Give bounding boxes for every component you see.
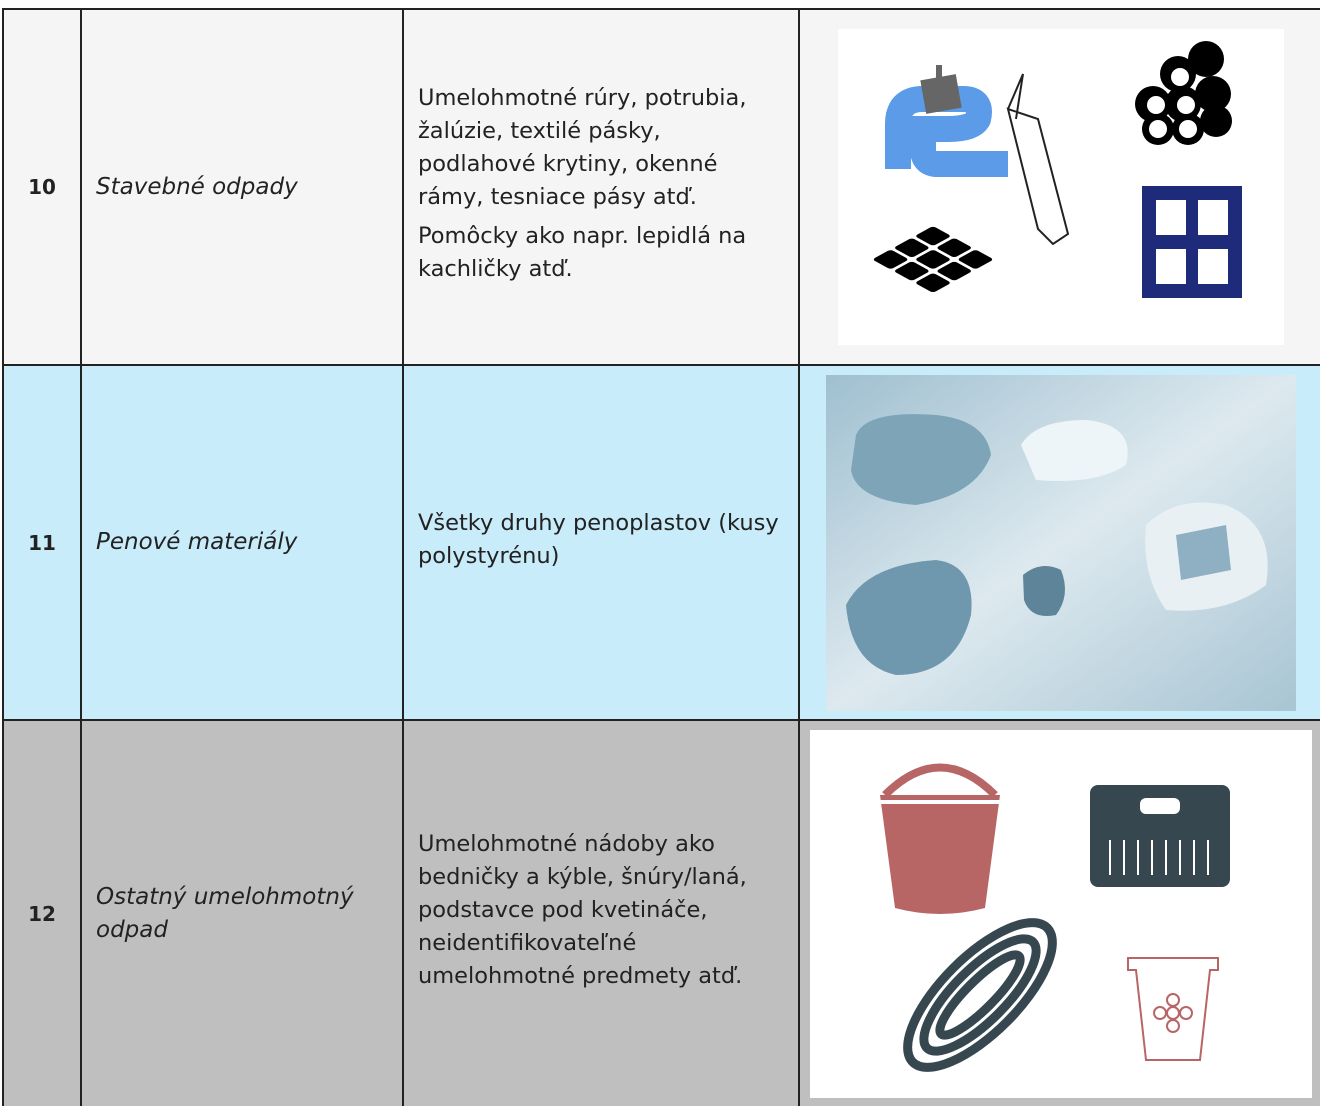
paragraph: Pomôcky ako napr. lepidlá na kachličky a… <box>418 223 747 282</box>
paragraph: Umelohmotné nádoby ako bedničky a kýble,… <box>418 831 747 989</box>
category: Penové materiály <box>80 364 404 721</box>
other-plastic-icons <box>809 729 1312 1098</box>
waste-table: 10 Stavebné odpady Umelohmotné rúry, pot… <box>2 8 1320 1106</box>
row-number: 10 <box>2 8 82 366</box>
category: Stavebné odpady <box>80 8 404 366</box>
category: Ostatný umelohmotný odpad <box>80 719 404 1106</box>
image-cell <box>798 8 1320 366</box>
row: 11 Penové materiály Všetky druhy penopla… <box>2 364 1320 721</box>
row: 10 Stavebné odpady Umelohmotné rúry, pot… <box>2 8 1320 366</box>
construction-icons <box>837 29 1284 345</box>
image-cell <box>798 719 1320 1106</box>
description: Umelohmotné rúry, potrubia, žalúzie, tex… <box>402 8 800 366</box>
image-cell <box>798 364 1320 721</box>
description: Umelohmotné nádoby ako bedničky a kýble,… <box>402 719 800 1106</box>
paragraph: Všetky druhy penoplastov (kusy polystyré… <box>418 509 779 569</box>
row: 12 Ostatný umelohmotný odpad Umelohmotné… <box>2 719 1320 1106</box>
description: Všetky druhy penoplastov (kusy polystyré… <box>402 364 800 721</box>
paragraph: Umelohmotné rúry, potrubia, žalúzie, tex… <box>418 85 747 210</box>
row-number: 11 <box>2 364 82 721</box>
foam-photo <box>825 374 1296 711</box>
row-number: 12 <box>2 719 82 1106</box>
